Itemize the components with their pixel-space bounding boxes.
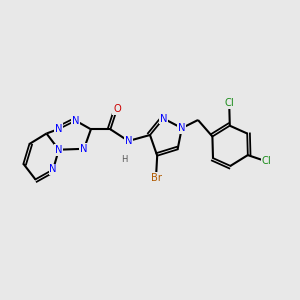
Text: Br: Br bbox=[151, 172, 161, 183]
Text: N: N bbox=[160, 113, 167, 124]
Text: N: N bbox=[72, 116, 79, 126]
Text: Cl: Cl bbox=[262, 156, 271, 167]
Text: O: O bbox=[113, 104, 121, 114]
Text: N: N bbox=[55, 145, 63, 155]
Text: N: N bbox=[55, 124, 63, 134]
Text: N: N bbox=[80, 144, 88, 154]
Text: N: N bbox=[49, 164, 57, 175]
Text: N: N bbox=[125, 136, 132, 146]
Text: N: N bbox=[178, 123, 185, 133]
Text: H: H bbox=[121, 155, 128, 164]
Text: Cl: Cl bbox=[224, 98, 234, 109]
